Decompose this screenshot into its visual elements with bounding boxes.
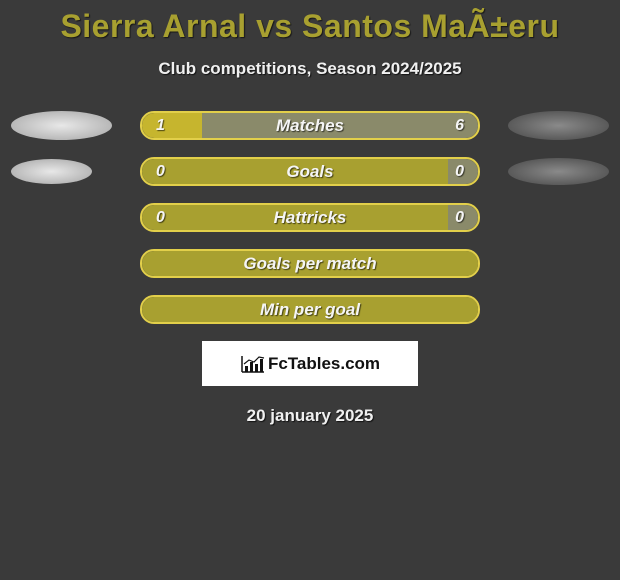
stat-label: Goals [142,162,478,182]
player-avatar-right [508,111,609,140]
chart-icon [240,354,266,374]
stat-label: Goals per match [142,254,478,274]
stat-label: Min per goal [142,300,478,320]
stat-bar: 00Goals [140,157,480,186]
stat-rows: 16Matches 00Goals 00Hattricks Goals per mat… [0,111,620,324]
stat-label: Matches [142,116,478,136]
stat-bar: Goals per match [140,249,480,278]
comparison-infographic: Sierra Arnal vs Santos MaÃ±eru Club comp… [0,0,620,426]
stat-bar: 16Matches [140,111,480,140]
stat-bar: Min per goal [140,295,480,324]
page-title: Sierra Arnal vs Santos MaÃ±eru [0,8,620,45]
logo-box: FcTables.com [202,341,418,386]
logo: FcTables.com [240,354,380,374]
subtitle: Club competitions, Season 2024/2025 [0,59,620,79]
stat-row: 00Hattricks [0,203,620,232]
stat-row: 00Goals [0,157,620,186]
player-avatar-left [11,111,112,140]
date-label: 20 january 2025 [0,406,620,426]
player-avatar-left [11,159,92,184]
player-avatar-right [508,158,609,185]
stat-row: Min per goal [0,295,620,324]
stat-row: 16Matches [0,111,620,140]
stat-bar: 00Hattricks [140,203,480,232]
stat-row: Goals per match [0,249,620,278]
logo-text: FcTables.com [268,354,380,374]
stat-label: Hattricks [142,208,478,228]
